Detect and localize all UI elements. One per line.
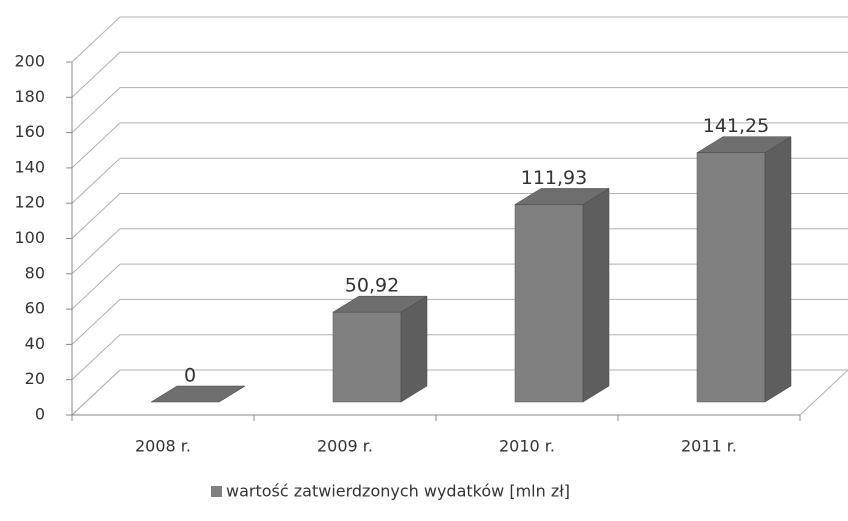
bar-front [696,152,766,403]
bar-top [696,136,792,153]
y-tick-label: 180 [14,87,45,106]
bar-top [332,295,428,313]
y-tick-label: 100 [14,228,45,247]
x-tick-label: 2009 r. [317,437,373,456]
value-label: 111,93 [521,167,587,189]
y-tick-label: 160 [14,122,45,141]
bar-front [514,204,584,403]
bar-front [332,311,402,403]
y-tick-label: 200 [14,52,45,71]
grid-line [71,51,848,98]
value-label: 0 [184,365,196,387]
x-tick-label: 2008 r. [135,437,191,456]
legend-label: wartość zatwierdzonych wydatków [mln zł] [226,482,570,501]
legend-swatch [211,486,222,497]
y-tick-label: 0 [35,405,45,424]
x-tick-label: 2011 r. [681,437,737,456]
x-tick-label: 2010 r. [499,437,555,456]
grid-line [71,157,848,204]
value-label: 50,92 [345,275,399,297]
y-tick-label: 120 [14,193,45,212]
grid-line [71,16,848,63]
bar-top [150,385,246,403]
grid-line [71,122,848,169]
y-tick-label: 40 [25,334,45,353]
bar-side [764,136,792,403]
grid-line [71,87,848,133]
y-tick-label: 20 [25,369,45,388]
value-label: 141,25 [703,115,769,137]
bar-top [514,188,610,205]
y-tick-label: 140 [14,157,45,176]
y-tick-label: 60 [25,299,45,318]
y-tick-label: 80 [25,263,45,282]
bar-side [400,295,428,403]
bar-side [582,187,610,403]
